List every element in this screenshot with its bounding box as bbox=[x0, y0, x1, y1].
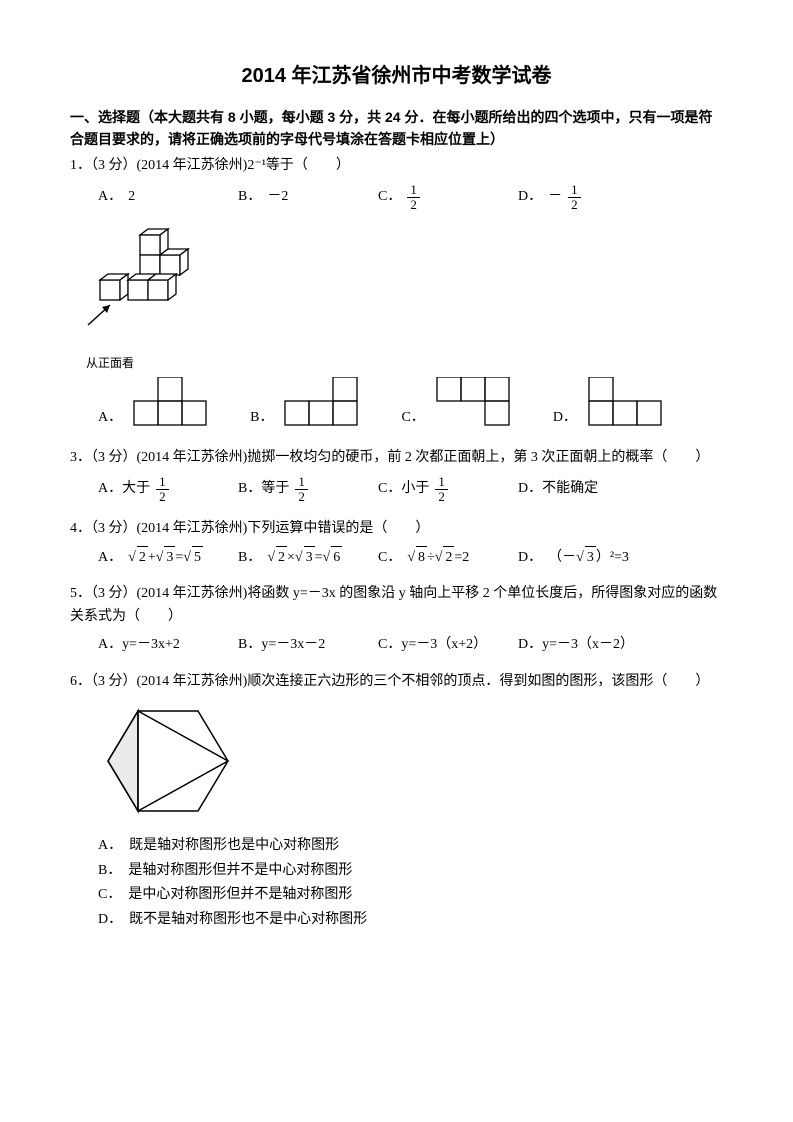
opt-label: A． bbox=[98, 547, 122, 569]
question-1: 1．（3 分）(2014 年江苏徐州)2⁻¹等于（ ） A． 2 B． －2 C． … bbox=[70, 155, 723, 212]
opt-label: D． bbox=[518, 547, 542, 569]
fraction-half: 12 bbox=[568, 183, 581, 211]
q6-option-d[interactable]: D． 既不是轴对称图形也不是中心对称图形 bbox=[98, 909, 723, 931]
opt-label: B． bbox=[250, 407, 273, 429]
q3-option-a[interactable]: A．大于12 bbox=[98, 475, 208, 503]
opt-label: C． bbox=[401, 407, 424, 429]
opt-text: B．y=－3x－2 bbox=[238, 634, 325, 656]
opt-value: －2 bbox=[267, 186, 288, 208]
question-4: 4．（3 分）(2014 年江苏徐州)下列运算中错误的是（ ） A． √2+√3… bbox=[70, 518, 723, 570]
opt-value: 2 bbox=[128, 186, 135, 208]
q3-option-d[interactable]: D．不能确定 bbox=[518, 475, 628, 503]
q4-option-d[interactable]: D． （－√3）²=3 bbox=[518, 546, 629, 569]
q6-option-c[interactable]: C． 是中心对称图形但并不是轴对称图形 bbox=[98, 884, 723, 906]
opt-label: A． bbox=[98, 407, 122, 429]
shape-b-icon bbox=[283, 377, 361, 429]
q6-stem: 6．（3 分）(2014 年江苏徐州)顺次连接正六边形的三个不相邻的顶点．得到如… bbox=[70, 671, 723, 693]
opt-text: A．y=－3x+2 bbox=[98, 634, 180, 656]
q2-option-b[interactable]: B． bbox=[250, 377, 361, 429]
page-title: 2014 年江苏省徐州市中考数学试卷 bbox=[70, 60, 723, 92]
opt-label: D． bbox=[553, 407, 577, 429]
q1-option-a[interactable]: A． 2 bbox=[98, 183, 208, 211]
q4-option-a[interactable]: A． √2+√3=√5 bbox=[98, 546, 208, 569]
q4-option-b[interactable]: B． √2×√3=√6 bbox=[238, 546, 348, 569]
opt-label: C．小于 bbox=[378, 478, 429, 500]
opt-label: C． bbox=[378, 547, 401, 569]
opt-text: C．y=－3（x+2） bbox=[378, 634, 487, 656]
q1-option-b[interactable]: B． －2 bbox=[238, 183, 348, 211]
opt-label: A．大于 bbox=[98, 478, 150, 500]
shape-c-icon bbox=[435, 377, 513, 429]
hexagon-figure bbox=[98, 701, 723, 829]
opt-label: D．不能确定 bbox=[518, 478, 598, 500]
q6-option-a[interactable]: A． 既是轴对称图形也是中心对称图形 bbox=[98, 835, 723, 857]
opt-label: B．等于 bbox=[238, 478, 289, 500]
opt-label: A． bbox=[98, 186, 122, 208]
q2-option-d[interactable]: D． bbox=[553, 377, 665, 429]
q1-option-d[interactable]: D． － 12 bbox=[518, 183, 628, 211]
shape-a-icon bbox=[132, 377, 210, 429]
q4-option-c[interactable]: C． √8÷√2=2 bbox=[378, 546, 488, 569]
q1-option-c[interactable]: C． 12 bbox=[378, 183, 488, 211]
question-3: 3．（3 分）(2014 年江苏徐州)抛掷一枚均匀的硬币，前 2 次都正面朝上，… bbox=[70, 447, 723, 504]
q5-stem: 5．（3 分）(2014 年江苏徐州)将函数 y=－3x 的图象沿 y 轴向上平… bbox=[70, 583, 723, 628]
q2-option-a[interactable]: A． bbox=[98, 377, 210, 429]
opt-label: B． bbox=[238, 186, 261, 208]
q3-option-c[interactable]: C．小于12 bbox=[378, 475, 488, 503]
q6-option-b[interactable]: B． 是轴对称图形但并不是中心对称图形 bbox=[98, 860, 723, 882]
q2-figure: 从正面看 bbox=[80, 225, 723, 373]
q5-option-a[interactable]: A．y=－3x+2 bbox=[98, 634, 208, 656]
q4-stem: 4．（3 分）(2014 年江苏徐州)下列运算中错误的是（ ） bbox=[70, 518, 723, 540]
q5-option-d[interactable]: D．y=－3（x－2） bbox=[518, 634, 634, 656]
fraction-half: 12 bbox=[407, 183, 420, 211]
opt-label: D． bbox=[518, 186, 542, 208]
q3-option-b[interactable]: B．等于12 bbox=[238, 475, 348, 503]
q3-stem: 3．（3 分）(2014 年江苏徐州)抛掷一枚均匀的硬币，前 2 次都正面朝上，… bbox=[70, 447, 723, 469]
section-1-heading: 一、选择题（本大题共有 8 小题，每小题 3 分，共 24 分．在每小题所给出的… bbox=[70, 106, 723, 151]
shape-d-icon bbox=[587, 377, 665, 429]
opt-label: C． bbox=[378, 186, 401, 208]
q2-option-c[interactable]: C． bbox=[401, 377, 512, 429]
q5-option-b[interactable]: B．y=－3x－2 bbox=[238, 634, 348, 656]
q5-option-c[interactable]: C．y=－3（x+2） bbox=[378, 634, 488, 656]
neg-sign: － bbox=[548, 186, 562, 208]
opt-label: B． bbox=[238, 547, 261, 569]
question-5: 5．（3 分）(2014 年江苏徐州)将函数 y=－3x 的图象沿 y 轴向上平… bbox=[70, 583, 723, 656]
question-6: 6．（3 分）(2014 年江苏徐州)顺次连接正六边形的三个不相邻的顶点．得到如… bbox=[70, 671, 723, 931]
q1-stem: 1．（3 分）(2014 年江苏徐州)2⁻¹等于（ ） bbox=[70, 155, 723, 177]
front-view-label: 从正面看 bbox=[86, 354, 723, 373]
opt-text: D．y=－3（x－2） bbox=[518, 634, 634, 656]
q2-options: A． B． C． D． bbox=[70, 377, 723, 429]
